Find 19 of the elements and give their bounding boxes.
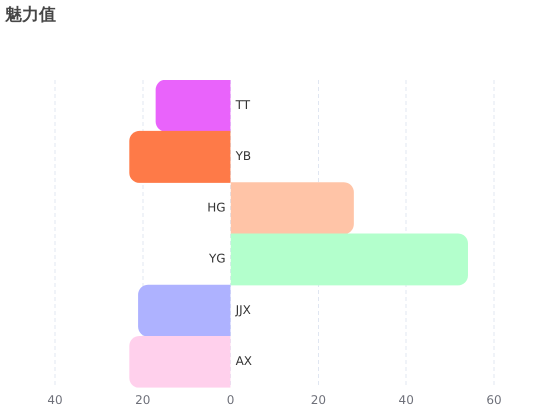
x-tick-label: 40 <box>398 392 414 407</box>
y-tick-label: TT <box>234 98 251 112</box>
bar <box>129 130 230 183</box>
x-tick-label: 0 <box>226 392 234 407</box>
bar <box>129 336 230 388</box>
x-tick-label: 40 <box>47 392 63 407</box>
x-tick-label: 20 <box>310 392 326 407</box>
x-tick-label: 60 <box>486 392 502 407</box>
y-tick-label: HG <box>207 200 226 214</box>
y-tick-label: JJX <box>234 302 251 317</box>
y-tick-label: AX <box>236 354 252 368</box>
bar <box>230 182 354 234</box>
bar <box>230 233 468 286</box>
y-tick-label: YG <box>208 252 226 266</box>
x-tick-label: 20 <box>135 392 150 407</box>
chart-title: 魅力值 <box>5 4 56 26</box>
y-tick-label: YB <box>234 149 252 164</box>
bar <box>156 80 230 132</box>
bar <box>138 284 230 337</box>
